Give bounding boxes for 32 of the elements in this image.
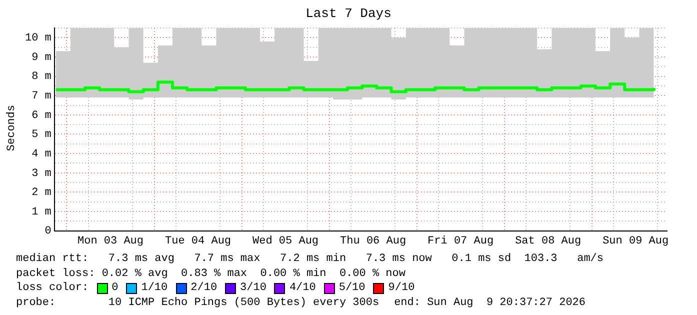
y-tick-label: 10 m [25,32,52,45]
y-tick-label: 4 m [32,148,52,160]
x-tick-label: Wed 05 Aug [252,235,319,248]
y-tick-label: 2 m [32,187,52,200]
y-tick-label: 7 m [32,90,52,103]
text: end: Sun Aug 9 20:37:27 2026 [394,296,586,310]
x-tick-label: Sun 09 Aug [602,235,669,248]
x-tick-label: Mon 03 Aug [77,235,144,248]
text: 9/10 [388,281,415,296]
y-tick-label: 3 m [32,168,52,180]
y-tick-label: 1 m [32,206,52,218]
text: loss color: [16,281,89,296]
x-tick-label: Sat 08 Aug [515,235,582,248]
text: 5/10 [338,281,366,296]
y-tick-label: 9 m [32,52,52,64]
text: 1/10 [141,281,168,296]
y-tick-label: 8 m [32,71,52,84]
x-tick-label: Fri 07 Aug [428,235,494,248]
y-tick-label: 5 m [32,129,52,142]
x-tick-label: Tue 04 Aug [165,235,232,248]
text: 4/10 [289,281,316,296]
text: median rtt: 7.3 ms avg 7.7 ms max 7.2 ms min 7.3 ms now 0.1 ms sd 103.3 am/s [16,252,604,266]
text: 3/10 [240,281,266,296]
text: 2/10 [190,281,218,296]
text: packet loss: 0.02 % avg 0.83 % max 0.00 % min 0.00 % now [16,266,406,281]
chart-title: Last 7 Days [304,6,392,21]
x-tick-label: Thu 06 Aug [340,235,406,248]
text: 0 [112,281,118,296]
y-axis-title: Seconds [6,104,18,154]
y-tick-label: 6 m [32,110,52,122]
y-tick-label: 0 [44,226,52,238]
text: probe: 10 ICMP Echo Pings (500 Bytes) every 300s [16,296,380,308]
